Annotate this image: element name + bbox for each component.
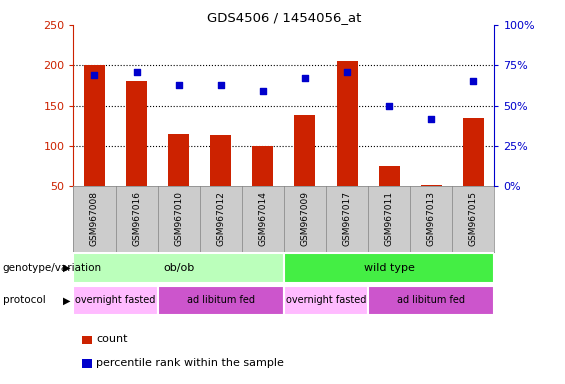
Bar (463, 118, 484, 186)
Point (258, 88, 267, 94)
Bar (337, 61, 358, 186)
Text: count: count (96, 334, 128, 344)
Text: overnight fasted: overnight fasted (75, 295, 156, 306)
Text: GSM967013: GSM967013 (427, 192, 436, 247)
Text: ▶: ▶ (63, 295, 70, 306)
Point (342, 69, 351, 75)
Bar (284, 286, 368, 315)
Text: GSM967012: GSM967012 (216, 192, 225, 247)
Point (174, 81, 183, 88)
Bar (126, 81, 147, 186)
Text: wild type: wild type (364, 263, 415, 273)
Text: GSM967009: GSM967009 (301, 192, 310, 247)
Point (427, 116, 436, 122)
Title: GDS4506 / 1454056_at: GDS4506 / 1454056_at (207, 11, 361, 24)
Bar (73, 286, 158, 315)
Text: ad libitum fed: ad libitum fed (397, 295, 465, 306)
Text: GSM967015: GSM967015 (469, 192, 478, 247)
Bar (73, 253, 284, 283)
Text: protocol: protocol (3, 295, 46, 306)
Point (301, 75, 310, 81)
Text: GSM967016: GSM967016 (132, 192, 141, 247)
Bar (158, 286, 284, 315)
Bar (84, 65, 105, 186)
Bar (368, 286, 494, 315)
Point (216, 81, 225, 88)
Point (469, 78, 478, 84)
Bar (421, 185, 442, 186)
Bar (210, 136, 231, 186)
Point (132, 69, 141, 75)
Text: GSM967014: GSM967014 (258, 192, 267, 247)
Point (90, 72, 99, 78)
Text: ad libitum fed: ad libitum fed (187, 295, 255, 306)
Point (385, 103, 394, 109)
Text: genotype/variation: genotype/variation (3, 263, 102, 273)
Bar (294, 115, 315, 186)
Text: overnight fasted: overnight fasted (286, 295, 366, 306)
Bar (284, 253, 494, 283)
Text: GSM967017: GSM967017 (342, 192, 351, 247)
Text: ▶: ▶ (63, 263, 70, 273)
Text: percentile rank within the sample: percentile rank within the sample (96, 358, 284, 368)
Bar (168, 134, 189, 186)
Bar (379, 166, 399, 186)
Text: ob/ob: ob/ob (163, 263, 194, 273)
Text: GSM967010: GSM967010 (174, 192, 183, 247)
Text: GSM967008: GSM967008 (90, 192, 99, 247)
Bar (253, 146, 273, 186)
Text: GSM967011: GSM967011 (385, 192, 394, 247)
